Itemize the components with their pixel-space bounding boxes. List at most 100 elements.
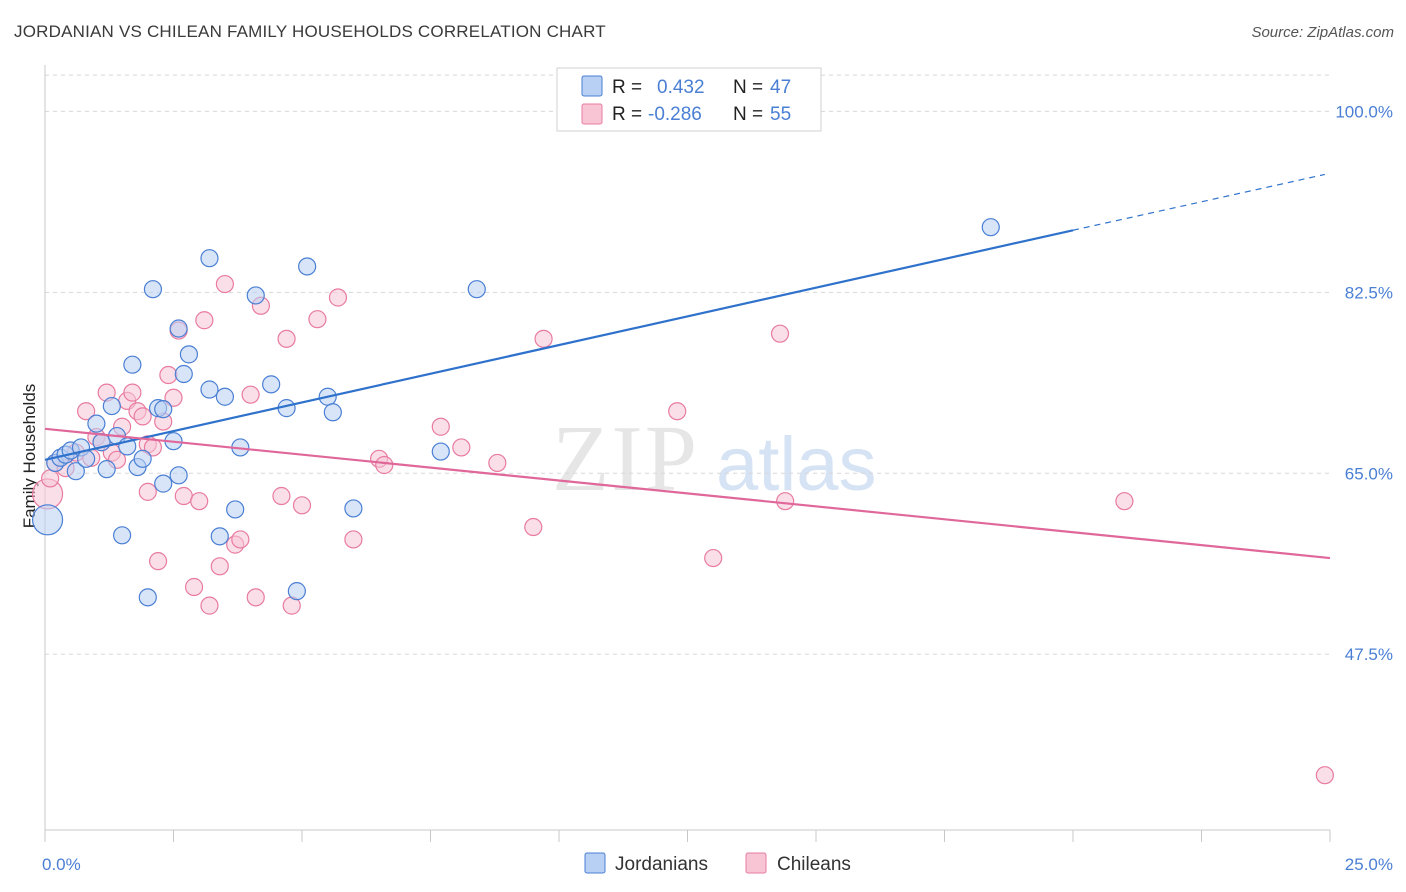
jordanian-point-21 bbox=[154, 400, 173, 419]
jordanian-point-35 bbox=[262, 375, 281, 394]
legend-r-label-1: R = bbox=[612, 77, 642, 98]
bottom-legend-swatch-chileans bbox=[745, 852, 767, 874]
series-jordanians-points bbox=[31, 218, 1000, 607]
jordanian-point-13 bbox=[112, 526, 132, 545]
source-credit: Source: ZipAtlas.com bbox=[1251, 24, 1394, 41]
chilean-point-55 bbox=[1115, 492, 1134, 511]
legend-n-value-2: 55 bbox=[770, 104, 791, 125]
x-tick-label-max: 25.0% bbox=[1345, 855, 1393, 874]
jordanian-point-30 bbox=[210, 527, 229, 546]
chilean-point-5 bbox=[77, 402, 96, 421]
jordanian-point-40 bbox=[323, 403, 342, 422]
jordanian-point-32 bbox=[226, 500, 245, 519]
axes bbox=[44, 65, 1331, 842]
jordanian-point-42 bbox=[431, 442, 450, 461]
chilean-point-22 bbox=[159, 365, 178, 385]
jordanian-point-15 bbox=[123, 355, 142, 374]
y-axis-title: Family Households bbox=[20, 384, 39, 529]
chilean-point-27 bbox=[190, 492, 209, 511]
chilean-point-1 bbox=[41, 469, 60, 488]
y-tick-label-1: 65.0% bbox=[1345, 464, 1393, 483]
chilean-point-17 bbox=[138, 482, 157, 501]
jordanian-point-19 bbox=[143, 280, 163, 299]
jordanian-point-44 bbox=[981, 218, 1000, 237]
chilean-point-48 bbox=[488, 453, 507, 473]
chilean-point-54 bbox=[776, 492, 795, 511]
jordanian-point-0 bbox=[31, 504, 64, 536]
chilean-point-14 bbox=[123, 383, 142, 402]
gridlines bbox=[45, 74, 1330, 655]
chilean-point-42 bbox=[328, 288, 348, 307]
legend-n-value-1: 47 bbox=[770, 77, 791, 98]
y-tick-label-2: 82.5% bbox=[1345, 283, 1393, 302]
jordanian-point-31 bbox=[215, 387, 234, 406]
jordanian-point-28 bbox=[200, 249, 219, 268]
chilean-point-47 bbox=[452, 438, 471, 457]
legend-swatch-jordanians bbox=[581, 75, 603, 97]
chilean-point-28 bbox=[195, 311, 214, 330]
chilean-point-16 bbox=[133, 407, 152, 426]
jordanian-point-27 bbox=[179, 345, 199, 364]
trend-line-jordanians bbox=[44, 229, 1074, 461]
jordanian-point-37 bbox=[287, 582, 306, 601]
y-tick-labels: 47.5% 65.0% 82.5% 100.0% bbox=[1335, 102, 1393, 664]
legend-r-value-1: 0.432 bbox=[657, 77, 705, 98]
bottom-legend-label-chileans: Chileans bbox=[777, 854, 851, 875]
jordanian-point-17 bbox=[133, 449, 152, 468]
chilean-point-30 bbox=[210, 557, 229, 576]
trend-line-jordanians-extension bbox=[1072, 173, 1325, 231]
legend-n-label-1: N = bbox=[733, 77, 763, 98]
jordanian-point-22 bbox=[154, 474, 173, 493]
chilean-point-29 bbox=[200, 596, 219, 615]
watermark: ZIP atlas bbox=[552, 407, 877, 511]
chilean-point-49 bbox=[524, 517, 543, 537]
jordanian-point-29 bbox=[200, 380, 219, 399]
chilean-point-40 bbox=[292, 496, 312, 515]
jordanian-point-24 bbox=[169, 466, 188, 485]
correlation-legend: R = 0.432 N = 47 R = -0.286 N = 55 bbox=[556, 67, 822, 132]
chilean-point-34 bbox=[241, 385, 260, 404]
chilean-point-56 bbox=[1315, 766, 1334, 785]
chilean-point-23 bbox=[164, 388, 183, 407]
chilean-point-25 bbox=[174, 486, 193, 506]
legend-r-value-2: -0.286 bbox=[648, 104, 702, 125]
y-tick-label-0: 47.5% bbox=[1345, 645, 1393, 664]
chilean-point-35 bbox=[246, 588, 265, 607]
chilean-point-53 bbox=[770, 324, 790, 343]
chilean-point-38 bbox=[277, 329, 296, 348]
bottom-legend-swatch-jordanians bbox=[584, 852, 606, 874]
jordanian-point-41 bbox=[344, 499, 363, 518]
chilean-point-51 bbox=[668, 402, 687, 421]
watermark-atlas: atlas bbox=[716, 422, 877, 507]
chilean-point-37 bbox=[272, 486, 291, 506]
jordanian-point-26 bbox=[174, 364, 193, 384]
chart-title: JORDANIAN VS CHILEAN FAMILY HOUSEHOLDS C… bbox=[14, 22, 606, 41]
chilean-point-20 bbox=[148, 552, 168, 571]
chilean-point-45 bbox=[375, 455, 394, 475]
trend-lines bbox=[44, 173, 1331, 560]
chilean-point-46 bbox=[431, 417, 450, 436]
jordanian-point-18 bbox=[138, 588, 157, 607]
jordanian-point-8 bbox=[87, 414, 106, 433]
x-tick-label-min: 0.0% bbox=[42, 855, 81, 874]
jordanian-point-34 bbox=[246, 286, 265, 305]
chilean-point-50 bbox=[534, 329, 553, 348]
jordanian-point-11 bbox=[102, 396, 121, 416]
jordanian-point-25 bbox=[169, 319, 188, 338]
chilean-point-26 bbox=[184, 577, 204, 597]
watermark-zip: ZIP bbox=[552, 407, 699, 511]
jordanian-point-10 bbox=[97, 460, 116, 479]
legend-n-label-2: N = bbox=[733, 104, 763, 125]
chilean-point-41 bbox=[308, 310, 327, 329]
series-legend: Jordanians Chileans bbox=[584, 852, 851, 875]
chilean-point-33 bbox=[231, 530, 250, 549]
jordanian-point-43 bbox=[467, 280, 486, 299]
chilean-point-52 bbox=[704, 548, 723, 568]
y-tick-label-3: 100.0% bbox=[1335, 102, 1393, 121]
chilean-point-31 bbox=[215, 274, 234, 294]
series-chileans-points bbox=[31, 274, 1334, 785]
trend-line-chileans bbox=[44, 427, 1331, 560]
chilean-point-43 bbox=[344, 530, 363, 549]
bottom-legend-label-jordanians: Jordanians bbox=[615, 854, 708, 875]
